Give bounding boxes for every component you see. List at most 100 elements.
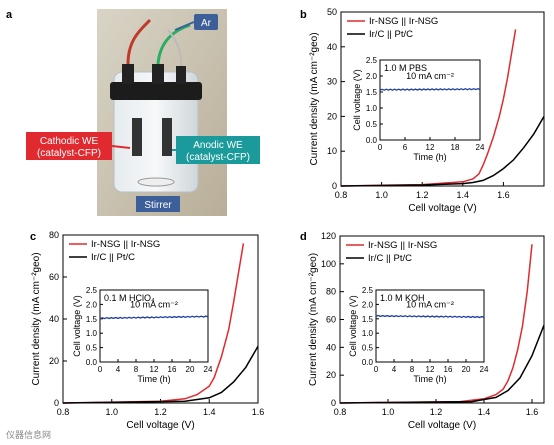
inset-frame — [99, 289, 209, 363]
inset-y-tick-label: 2.0 — [362, 300, 374, 309]
x-tick-label: 0.8 — [334, 407, 347, 417]
series-line-ir-nsg — [62, 243, 245, 404]
anodic-label: Anodic WE (catalyst-CFP) — [172, 136, 260, 164]
inset-y-axis-label: Cell voltage (V) — [72, 295, 82, 357]
watermark: 仪器信息网 — [6, 429, 51, 440]
y-tick-label: 60 — [49, 272, 59, 282]
current-density-annotation: 10 mA cm⁻² — [406, 299, 454, 309]
svg-text:Ar: Ar — [201, 18, 212, 29]
x-axis-label: Cell voltage (V) — [126, 420, 194, 431]
x-axis-label: Cell voltage (V) — [408, 203, 476, 214]
panel-a-letter: a — [6, 9, 13, 21]
y-tick-label: 60 — [326, 315, 336, 325]
x-tick-label: 1.0 — [375, 190, 388, 200]
inset-x-tick-label: 0 — [374, 365, 379, 374]
y-tick-label: 20 — [326, 370, 336, 380]
inset-y-tick-label: 2.5 — [366, 56, 378, 65]
cathode-electrode — [132, 118, 142, 156]
series-line-ir-c-pt-c — [340, 116, 545, 187]
x-tick-label: 1.4 — [478, 407, 491, 417]
ar-label: Ar — [174, 14, 218, 31]
gas-tube — [167, 29, 183, 67]
y-tick-label: 80 — [49, 230, 59, 240]
anode-electrode — [162, 118, 172, 156]
y-tick-label: 40 — [326, 342, 336, 352]
inset-x-tick-label: 24 — [204, 365, 213, 374]
panel-b-letter: b — [300, 9, 307, 21]
x-tick-label: 1.2 — [154, 407, 167, 417]
inset-frame — [375, 289, 485, 363]
legend-entry: Ir-NSG || Ir-NSG — [368, 240, 437, 251]
panel-a: a — [6, 9, 260, 216]
y-tick-label: 20 — [49, 356, 59, 366]
inset-x-tick-label: 24 — [480, 365, 489, 374]
legend-entry: Ir/C || Pt/C — [368, 253, 412, 264]
stirrer-label: Stirrer — [136, 196, 180, 212]
legend-entry: Ir/C || Pt/C — [369, 29, 413, 40]
inset-x-axis-label: Time (h) — [413, 152, 446, 162]
inset-y-tick-label: 1.0 — [86, 329, 98, 338]
inset-voltage-trace — [379, 87, 481, 91]
connector-1 — [122, 64, 134, 84]
inset-voltage-trace — [99, 315, 209, 320]
inset-y-axis-label: Cell voltage (V) — [352, 69, 362, 131]
current-density-annotation: 10 mA cm⁻² — [130, 299, 178, 309]
inset-y-tick-label: 0.5 — [362, 344, 374, 353]
svg-text:Anodic WE: Anodic WE — [193, 140, 243, 151]
y-axis-label: Current density (mA cm⁻²geo) — [309, 32, 320, 165]
inset-y-axis-label: Cell voltage (V) — [348, 295, 358, 357]
electrolyte-label: 1.0 M KOH — [380, 293, 425, 303]
y-tick-label: 40 — [49, 314, 59, 324]
svg-text:Stirrer: Stirrer — [144, 200, 172, 211]
x-axis-label: Cell voltage (V) — [408, 420, 476, 431]
inset-y-tick-label: 0.0 — [86, 358, 98, 367]
inset-voltage-trace — [375, 314, 485, 319]
panel-d-letter: d — [300, 231, 307, 243]
electrolyte-label: 0.1 M HClO₄ — [104, 293, 155, 303]
electrolyte-label: 1.0 M PBS — [384, 63, 427, 73]
inset-y-tick-label: 1.5 — [86, 315, 98, 324]
inset-x-tick-label: 24 — [476, 143, 485, 152]
inset-y-tick-label: 1.0 — [366, 104, 378, 113]
inset-y-tick-label: 1.5 — [362, 315, 374, 324]
inset-y-tick-label: 1.0 — [362, 329, 374, 338]
y-tick-label: 0 — [54, 398, 59, 408]
stir-bar — [137, 177, 175, 187]
legend-entry: Ir/C || Pt/C — [91, 252, 135, 263]
plot-frame — [340, 11, 545, 187]
y-axis-label: Current density (mA cm⁻²geo) — [31, 252, 42, 385]
inset-y-tick-label: 2.0 — [366, 72, 378, 81]
y-tick-label: 30 — [327, 77, 337, 87]
cathodic-label: Cathodic WE (catalyst-CFP) — [26, 132, 131, 160]
inset-x-tick-label: 12 — [150, 365, 159, 374]
inset-x-axis-label: Time (h) — [413, 374, 446, 384]
y-tick-label: 20 — [327, 111, 337, 121]
inset-y-tick-label: 0.0 — [362, 358, 374, 367]
inset-y-tick-label: 2.0 — [86, 300, 98, 309]
cell-lid — [110, 82, 202, 100]
x-tick-label: 1.6 — [497, 190, 510, 200]
series-line-ir-c-pt-c — [339, 324, 545, 404]
x-tick-label: 1.2 — [430, 407, 443, 417]
current-density-annotation: 10 mA cm⁻² — [406, 71, 454, 81]
inset-x-tick-label: 4 — [116, 365, 121, 374]
y-tick-label: 120 — [321, 231, 336, 241]
legend-entry: Ir-NSG || Ir-NSG — [369, 16, 438, 27]
inset-x-tick-label: 8 — [410, 365, 415, 374]
inset-y-tick-label: 0.5 — [86, 344, 98, 353]
inset-x-tick-label: 16 — [444, 365, 453, 374]
wire-green — [156, 23, 191, 65]
connector-3 — [176, 66, 186, 84]
y-tick-label: 40 — [327, 42, 337, 52]
inset-frame — [379, 59, 481, 141]
panel-c-letter: c — [30, 231, 36, 243]
inset-x-tick-label: 16 — [168, 365, 177, 374]
inset-x-tick-label: 20 — [186, 365, 195, 374]
inset-x-tick-label: 0 — [98, 365, 103, 374]
x-tick-label: 0.8 — [335, 190, 348, 200]
inset-y-tick-label: 2.5 — [362, 286, 374, 295]
x-tick-label: 1.0 — [382, 407, 395, 417]
inset-x-tick-label: 8 — [134, 365, 139, 374]
